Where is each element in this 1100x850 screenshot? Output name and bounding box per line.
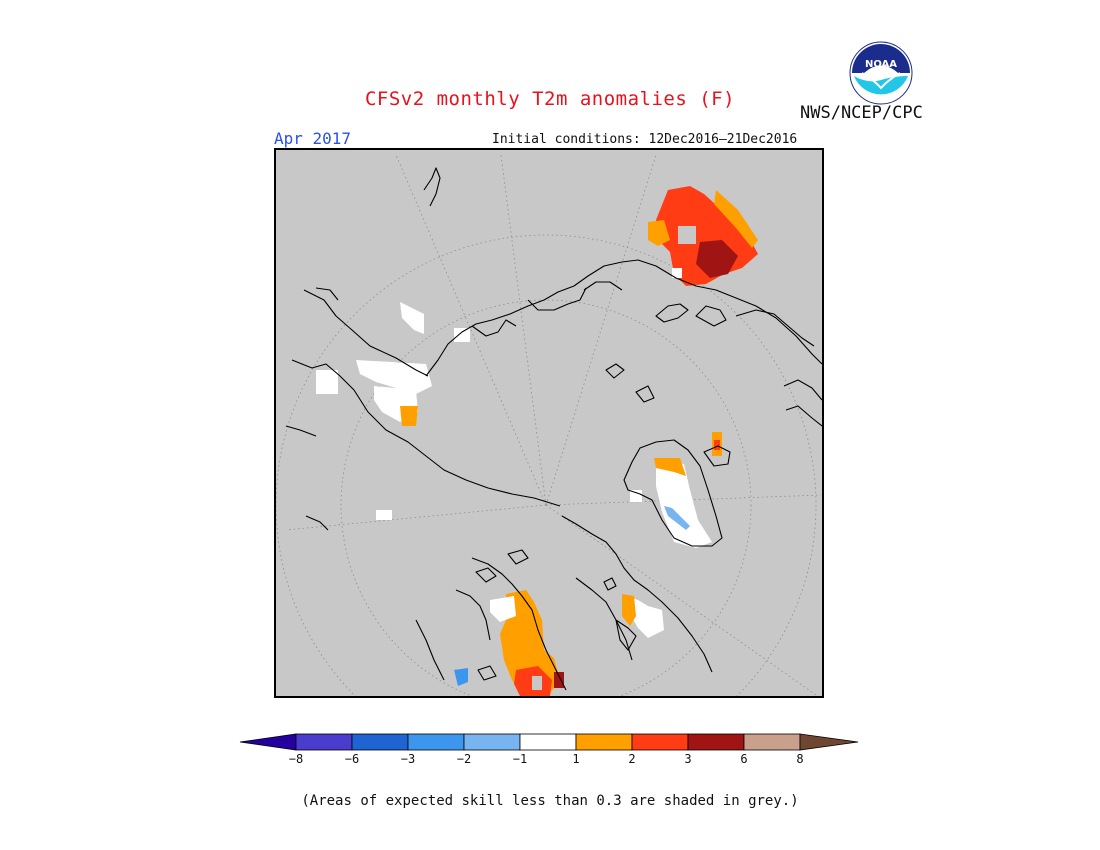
colorbar-tick-label: −1: [512, 752, 528, 766]
colorbar-segment: [743, 733, 801, 751]
colorbar-tick-label: 2: [628, 752, 636, 766]
noaa-logo: NOAA: [848, 40, 914, 110]
noaa-logo-text: NOAA: [865, 59, 897, 70]
colorbar: [238, 733, 862, 755]
coastlines: [285, 167, 822, 691]
agency-label: NWS/NCEP/CPC: [800, 103, 923, 123]
colorbar-segment: [407, 733, 465, 751]
colorbar-tick-label: 3: [684, 752, 692, 766]
colorbar-segment: [295, 733, 353, 751]
colorbar-tick-label: 8: [796, 752, 804, 766]
colorbar-segment: [687, 733, 745, 751]
month-label: Apr 2017: [274, 129, 352, 148]
colorbar-tick-label: −8: [288, 752, 304, 766]
colorbar-segment: [519, 733, 577, 751]
initial-conditions-label: Initial conditions: 12Dec2016–21Dec2016: [492, 132, 798, 147]
colorbar-segment: [631, 733, 689, 751]
map-gridlines: [276, 154, 822, 696]
colorbar-tick-label: −6: [344, 752, 360, 766]
polar-map: [274, 148, 824, 698]
colorbar-segment: [351, 733, 409, 751]
colorbar-tick-label: 1: [572, 752, 580, 766]
colorbar-segment: [239, 733, 297, 751]
chart-title: CFSv2 monthly T2m anomalies (F): [364, 88, 736, 110]
anomaly-regions: [316, 186, 758, 696]
colorbar-segment: [463, 733, 521, 751]
footnote: (Areas of expected skill less than 0.3 a…: [301, 793, 799, 809]
colorbar-tick-label: 6: [740, 752, 748, 766]
colorbar-segment: [799, 733, 859, 751]
colorbar-tick-label: −3: [400, 752, 416, 766]
colorbar-tick-label: −2: [456, 752, 472, 766]
colorbar-segment: [575, 733, 633, 751]
